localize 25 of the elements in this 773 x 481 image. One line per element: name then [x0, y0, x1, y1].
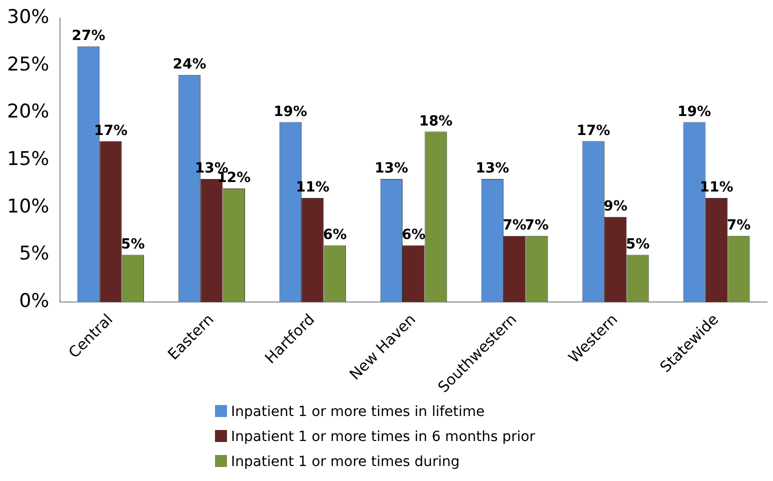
y-tick-label: 10% — [6, 195, 50, 218]
data-label: 18% — [419, 113, 453, 130]
data-label: 17% — [576, 122, 610, 139]
data-label: 13% — [476, 160, 510, 177]
y-tick-label: 5% — [19, 242, 50, 265]
y-tick-label: 30% — [6, 6, 50, 28]
data-label: 7% — [524, 217, 549, 234]
y-tick-label: 25% — [6, 53, 50, 76]
y-tick-label: 0% — [19, 290, 50, 312]
data-label: 7% — [726, 217, 751, 234]
data-label: 5% — [121, 236, 145, 252]
y-tick-label: 15% — [6, 148, 50, 170]
legend-label: Inpatient 1 or more times in 6 months prior — [231, 429, 536, 445]
data-label: 19% — [678, 104, 712, 120]
legend-label: Inpatient 1 or more times during — [231, 454, 460, 470]
legend-label: Inpatient 1 or more times in lifetime — [231, 404, 485, 420]
data-label: 6% — [322, 226, 347, 243]
data-label: 5% — [626, 236, 650, 252]
data-label: 19% — [274, 104, 308, 120]
data-label: 27% — [72, 28, 106, 44]
data-label: 6% — [402, 226, 426, 243]
y-tick-label: 20% — [6, 100, 50, 123]
data-label: 24% — [172, 56, 206, 72]
data-label: 13% — [374, 160, 408, 177]
data-label: 7% — [502, 217, 526, 234]
